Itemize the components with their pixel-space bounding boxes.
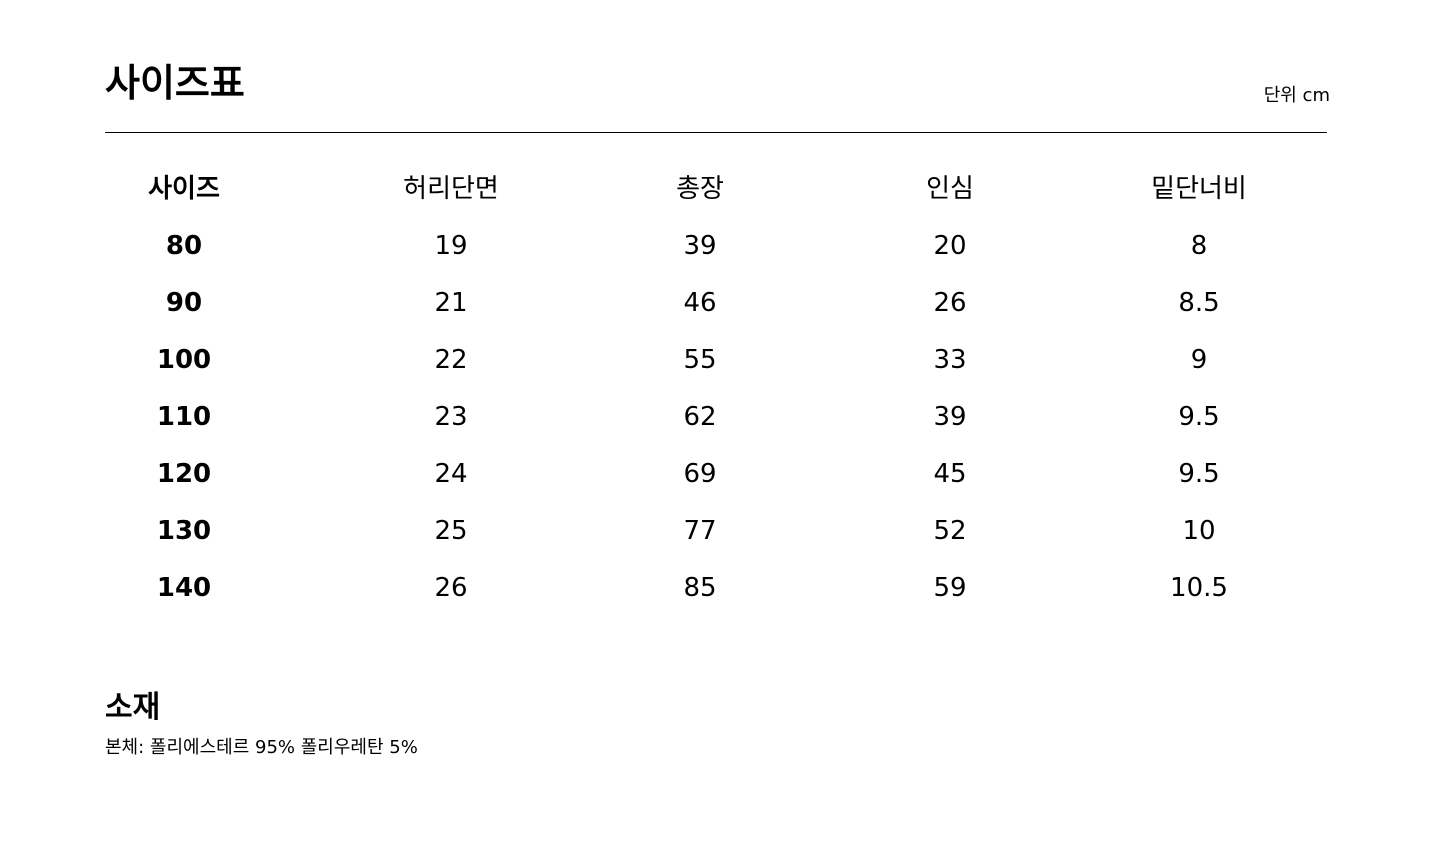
table-cell: 9.5 — [1178, 402, 1220, 432]
table-header: 사이즈 허리단면 총장 인심 밑단너비 — [60, 165, 1324, 222]
table-cell: 21 — [434, 288, 468, 318]
table-cell: 9.5 — [1178, 459, 1220, 489]
table-cell: 55 — [683, 345, 717, 375]
table-cell: 39 — [683, 231, 717, 261]
header-cell: 인심 — [926, 174, 974, 204]
material-title: 소재 — [105, 690, 161, 725]
table-cell: 20 — [933, 231, 967, 261]
unit-label: 단위 cm — [1263, 85, 1330, 106]
table-cell: 26 — [434, 573, 468, 603]
table-cell: 39 — [933, 402, 967, 432]
table-cell: 10 — [1182, 516, 1216, 546]
table-cell: 77 — [683, 516, 717, 546]
table-cell: 9 — [1190, 345, 1208, 375]
table-cell: 62 — [683, 402, 717, 432]
header-cell: 총장 — [676, 174, 724, 204]
table-cell: 46 — [683, 288, 717, 318]
table-cell: 25 — [434, 516, 468, 546]
header-cell: 사이즈 — [148, 174, 220, 204]
table-cell: 8.5 — [1178, 288, 1220, 318]
table-row: 130 25 77 52 10 — [60, 507, 1324, 564]
header-cell: 밑단너비 — [1151, 174, 1247, 204]
table-row: 120 24 69 45 9.5 — [60, 450, 1324, 507]
size-cell: 100 — [156, 345, 212, 375]
table-cell: 59 — [933, 573, 967, 603]
size-cell: 110 — [156, 402, 212, 432]
size-cell: 120 — [156, 459, 212, 489]
table-row: 110 23 62 39 9.5 — [60, 393, 1324, 450]
table-cell: 26 — [933, 288, 967, 318]
table-cell: 22 — [434, 345, 468, 375]
page-title: 사이즈표 — [105, 61, 245, 105]
size-cell: 90 — [165, 288, 203, 318]
size-cell: 130 — [156, 516, 212, 546]
divider — [105, 132, 1327, 133]
table-row: 100 22 55 33 9 — [60, 336, 1324, 393]
size-cell: 140 — [156, 573, 212, 603]
size-table: 사이즈 허리단면 총장 인심 밑단너비 80 19 39 20 8 90 21 46 26 8.5… — [60, 165, 1324, 621]
table-cell: 85 — [683, 573, 717, 603]
table-row: 80 19 39 20 8 — [60, 222, 1324, 279]
header-cell: 허리단면 — [403, 174, 499, 204]
table-cell: 24 — [434, 459, 468, 489]
table-cell: 52 — [933, 516, 967, 546]
table-row: 90 21 46 26 8.5 — [60, 279, 1324, 336]
material-text: 본체: 폴리에스테르 95% 폴리우레탄 5% — [105, 737, 418, 758]
table-cell: 45 — [933, 459, 967, 489]
table-cell: 69 — [683, 459, 717, 489]
table-cell: 33 — [933, 345, 967, 375]
table-cell: 19 — [434, 231, 468, 261]
table-row: 140 26 85 59 10.5 — [60, 564, 1324, 621]
table-cell: 10.5 — [1170, 573, 1228, 603]
size-cell: 80 — [165, 231, 203, 261]
table-cell: 8 — [1190, 231, 1208, 261]
table-cell: 23 — [434, 402, 468, 432]
